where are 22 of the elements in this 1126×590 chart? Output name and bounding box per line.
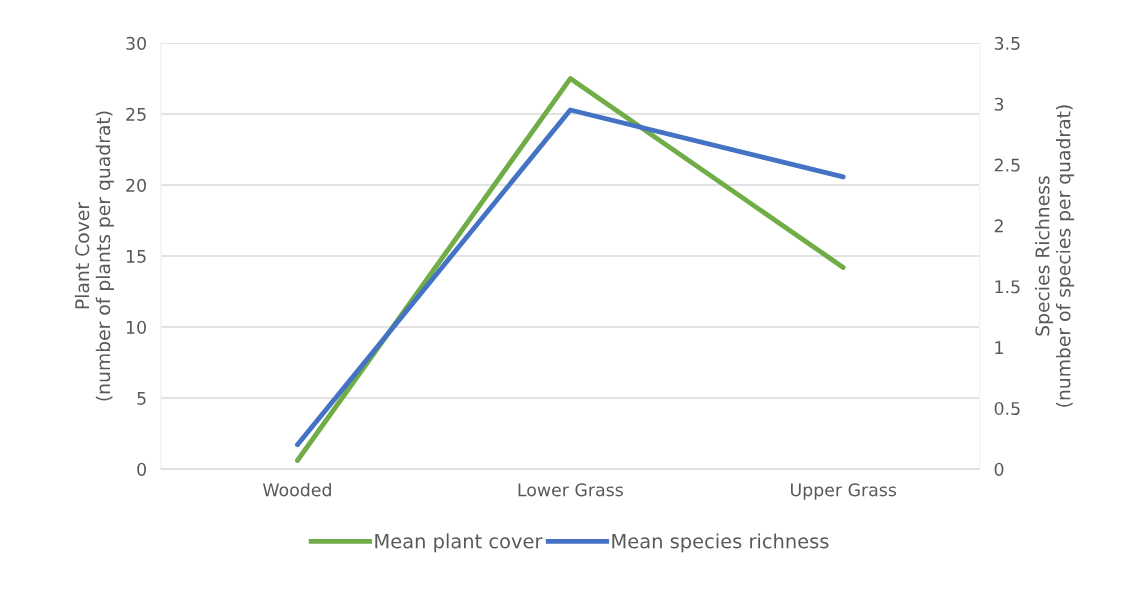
legend-label: Mean species richness	[612, 533, 829, 553]
y2-tick-label: 1	[995, 341, 1003, 354]
y-tick-label: 5	[137, 391, 146, 405]
y2-tick-label: 3.5	[994, 36, 1020, 50]
y-tick-label: 0	[137, 462, 146, 476]
y-axis-title: Plant Cover (number of plants per quadrat)	[74, 111, 114, 401]
y2-tick-label: 3	[994, 97, 1004, 111]
y2-axis-title: Species Richness (number of species per quadrat)	[1035, 105, 1075, 407]
y-tick-label: 15	[126, 250, 146, 263]
y2-tick-label: 2	[994, 219, 1003, 233]
legend-label: Mean plant cover	[375, 533, 543, 553]
y-tick-label: 20	[126, 178, 146, 192]
y2-tick-label: 1.5	[995, 280, 1020, 294]
y-tick-label: 10	[126, 320, 146, 334]
x-tick-label: Lower Grass	[518, 483, 623, 497]
y2-tick-label: 0	[994, 462, 1004, 476]
x-tick-label: Wooded	[262, 482, 331, 497]
x-tick-label: Upper Grass	[790, 483, 897, 500]
y-tick-label: 30	[126, 36, 146, 50]
y-tick-label: 25	[126, 107, 146, 121]
y2-tick-label: 0.5	[994, 401, 1020, 416]
y2-tick-label: 2.5	[994, 158, 1020, 172]
